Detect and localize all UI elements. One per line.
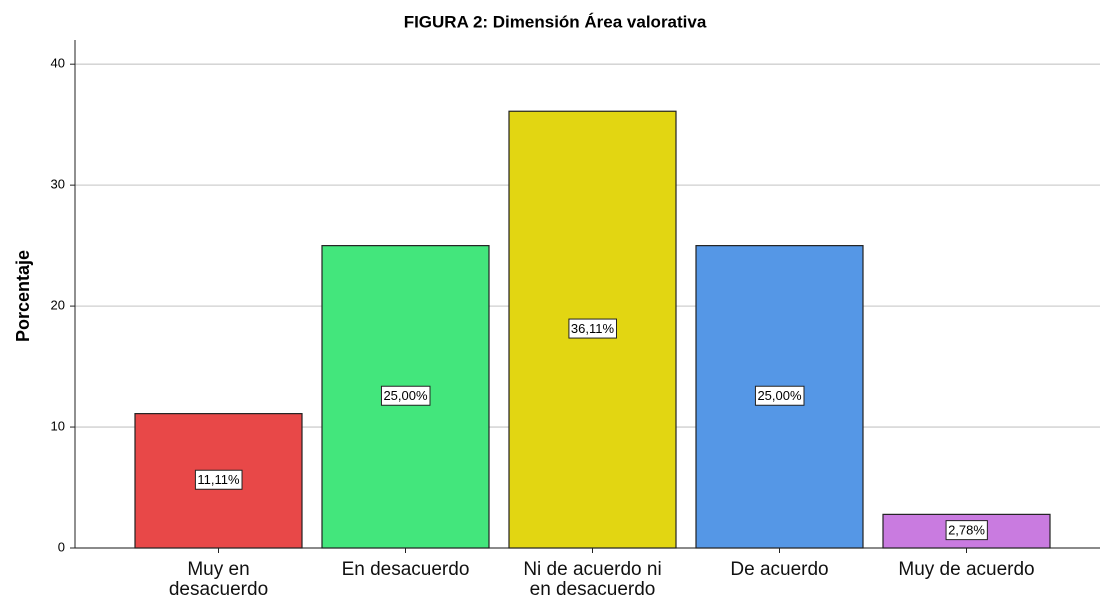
y-tick-label: 0 [58, 539, 65, 554]
x-tick-label: De acuerdo [730, 559, 829, 580]
x-tick-label: En desacuerdo [341, 559, 470, 580]
chart-title: FIGURA 2: Dimensión Área valorativa [404, 12, 707, 31]
x-tick-label: Muy de acuerdo [898, 559, 1035, 580]
data-label-box [945, 520, 988, 541]
data-label-box [568, 318, 617, 339]
data-label: 36,11% [571, 321, 615, 336]
x-tick-label: Muy en desacuerdo [168, 559, 269, 600]
data-label-box [754, 385, 805, 406]
data-label: 25,00% [757, 388, 802, 403]
y-tick-label: 40 [51, 56, 65, 71]
data-label: 2,78% [948, 523, 985, 538]
data-label-box [380, 385, 431, 406]
x-tick-label: Ni de acuerdo ni en desacuerdo [523, 559, 662, 600]
data-label-box [194, 469, 243, 490]
data-label: 11,11% [197, 472, 240, 487]
y-axis-label: Porcentaje [13, 250, 33, 342]
y-tick-label: 20 [51, 298, 65, 313]
y-tick-label: 10 [51, 418, 65, 433]
data-label: 25,00% [383, 388, 428, 403]
y-tick-label: 30 [51, 177, 65, 192]
